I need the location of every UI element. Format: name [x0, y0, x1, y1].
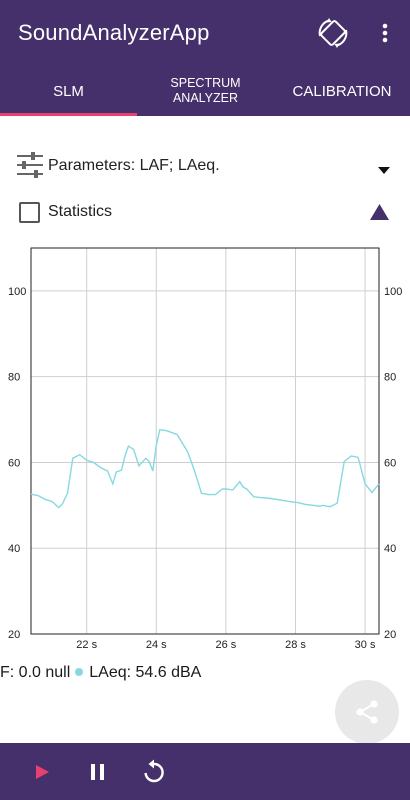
y-tick-label-left: 40 [8, 543, 20, 555]
x-tick-label: 28 s [285, 639, 306, 651]
y-tick-label-left: 80 [8, 372, 20, 384]
tune-icon [16, 152, 44, 178]
y-tick-label-right: 80 [384, 372, 396, 384]
reset-button[interactable] [140, 758, 168, 786]
share-button[interactable] [335, 680, 399, 744]
tab-slm[interactable]: SLM [0, 66, 137, 116]
replay-icon [144, 759, 164, 783]
tab-calibration[interactable]: CALIBRATION [274, 66, 410, 116]
pause-icon [91, 764, 104, 780]
statistics-checkbox[interactable] [19, 202, 40, 223]
parameters-row[interactable]: Parameters: LAF; LAeq. [0, 146, 410, 186]
y-tick-label-right: 20 [384, 629, 396, 641]
statistics-label: Statistics [48, 203, 113, 220]
x-tick-label: 30 s [355, 639, 376, 651]
y-tick-label-right: 40 [384, 543, 396, 555]
app-bar: SoundAnalyzerApp SLM SPECTRUM ANALYZER [0, 0, 410, 116]
x-tick-label: 24 s [146, 639, 167, 651]
x-tick-label: 26 s [215, 639, 236, 651]
pause-button[interactable] [84, 758, 112, 786]
parameters-label: Parameters: LAF; LAeq. [48, 157, 220, 174]
plot-border [30, 247, 380, 635]
series-line-laeq [30, 429, 380, 509]
more-vert-icon[interactable] [374, 18, 396, 48]
x-tick-label: 22 s [76, 639, 97, 651]
screen-rotation-icon[interactable] [316, 16, 350, 50]
active-tab-indicator [0, 113, 137, 116]
tab-spectrum-line1: SPECTRUM [170, 76, 241, 90]
y-tick-label-left: 60 [8, 457, 20, 469]
y-tick-label-left: 20 [8, 629, 20, 641]
legend-laf: F: 0.0 null [0, 664, 71, 681]
play-button[interactable] [28, 758, 56, 786]
bottom-bar [0, 743, 410, 800]
legend-laeq-dot [75, 667, 84, 676]
laeq-chart: 20 20 40 40 60 60 80 80 100 100 22 s 24 s 26 s 28 s 30… [8, 247, 402, 651]
y-tick-label-left: 100 [8, 286, 26, 298]
legend-laeq: LAeq: 54.6 dBA [89, 664, 202, 681]
arrow-drop-down-icon[interactable] [378, 162, 390, 174]
tab-spectrum-analyzer-label: SPECTRUM ANALYZER [170, 76, 240, 106]
triangle-up-icon[interactable] [370, 204, 389, 220]
play-icon [36, 765, 49, 779]
tab-spectrum-line2: ANALYZER [172, 91, 239, 105]
y-tick-label-right: 100 [384, 286, 402, 298]
tab-spectrum-analyzer[interactable]: SPECTRUM ANALYZER [137, 66, 274, 116]
tab-calibration-label: CALIBRATION [292, 82, 392, 100]
tab-slm-label: SLM [53, 82, 84, 100]
plot-frame [30, 247, 380, 635]
app-title: SoundAnalyzerApp [18, 20, 210, 45]
y-tick-label-right: 60 [384, 457, 396, 469]
share-icon [356, 700, 378, 724]
chart-legend: F: 0.0 null LAeq: 54.6 dBA [0, 664, 300, 688]
tab-bar: SLM SPECTRUM ANALYZER CALIBRATION [0, 66, 410, 116]
